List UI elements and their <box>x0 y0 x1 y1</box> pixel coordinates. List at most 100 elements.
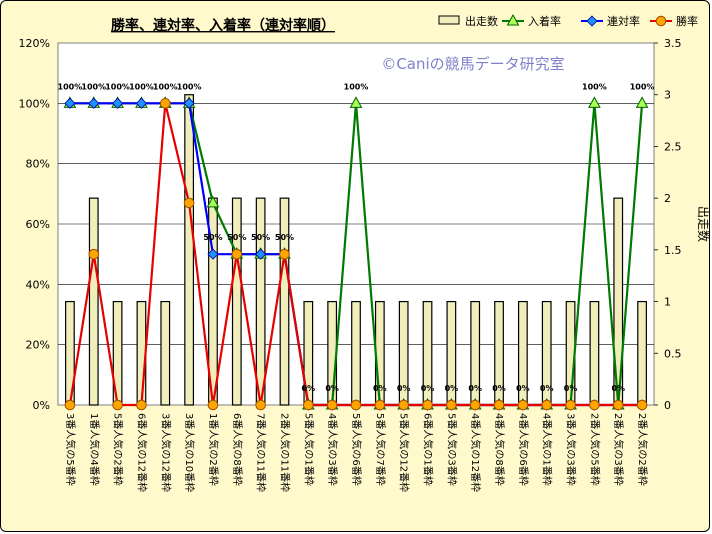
data-label: 0% <box>373 384 387 393</box>
x-tick-label: 5番人気の12番枠 <box>398 413 411 492</box>
marker-triangle <box>635 96 649 108</box>
marker-diamond <box>207 248 219 260</box>
chart-legend: 出走数 入着率 連対率 勝率 <box>438 13 698 28</box>
data-label: 0% <box>421 384 435 393</box>
y-right-tick-label: 1.5 <box>664 244 682 257</box>
marker-circle <box>231 248 243 260</box>
marker-circle <box>541 399 553 411</box>
marker-diamond <box>255 248 267 260</box>
marker-circle <box>183 197 195 209</box>
marker-circle <box>636 399 648 411</box>
marker-circle <box>446 399 457 411</box>
y-right-tick-label: 0.5 <box>664 347 682 360</box>
legend-swatch-bar <box>438 15 460 25</box>
x-tick-label: 1番人気の4番枠 <box>88 413 101 486</box>
marker-circle <box>64 399 76 411</box>
y-left-tick-label: 60% <box>26 218 50 231</box>
y-right-tick-label: 2 <box>664 192 671 205</box>
x-tick-label: 3番人気の5番枠 <box>64 413 77 486</box>
watermark-text: ©Caniの競馬データ研究室 <box>381 55 564 73</box>
marker-circle <box>207 399 219 411</box>
data-label: 100% <box>582 82 607 91</box>
x-tick-label: 3番人気の3番枠 <box>565 413 578 486</box>
marker-circle <box>469 399 481 411</box>
marker-circle <box>493 399 505 411</box>
marker-diamond <box>183 97 195 109</box>
legend-label: 入着率 <box>528 14 561 28</box>
y-right-tick-label: 3 <box>664 89 671 102</box>
marker-diamond <box>64 97 76 109</box>
x-tick-label: 5番人気の6番枠 <box>350 413 363 486</box>
data-label: 100% <box>129 82 154 91</box>
data-label: 0% <box>611 384 625 393</box>
x-tick-label: 4番人気の1番枠 <box>541 413 554 486</box>
bar <box>184 94 195 406</box>
y-right-axis-label: 出走数 <box>696 206 709 242</box>
legend-label: 勝率 <box>676 14 698 28</box>
data-label: 50% <box>275 233 294 242</box>
marker-diamond <box>88 97 100 109</box>
bar <box>160 300 171 406</box>
data-label: 100% <box>177 82 202 91</box>
marker-circle <box>374 399 386 411</box>
data-label: 100% <box>58 82 83 91</box>
marker-circle <box>112 399 123 411</box>
y-right-tick-label: 3.5 <box>664 37 682 50</box>
y-left-tick-label: 80% <box>26 158 50 171</box>
data-label: 50% <box>251 233 270 242</box>
x-tick-label: 4番人気の6番枠 <box>517 413 530 486</box>
marker-circle <box>159 98 171 109</box>
bar <box>279 197 290 406</box>
y-left-tick-label: 20% <box>26 339 50 352</box>
data-label: 100% <box>153 82 178 91</box>
marker-triangle <box>206 195 220 208</box>
y-left-tick-label: 0% <box>33 399 50 412</box>
x-tick-label: 5番人気の3番枠 <box>445 413 458 486</box>
data-label: 0% <box>302 384 316 393</box>
data-label: 0% <box>325 384 339 393</box>
data-label: 100% <box>81 82 106 91</box>
x-tick-label: 2番人気の11番枠 <box>278 413 291 492</box>
marker-circle <box>136 399 147 411</box>
y-right-tick-label: 1 <box>664 296 671 309</box>
y-right-tick-label: 0 <box>664 399 671 412</box>
x-tick-label: 1番人気の2番枠 <box>207 413 220 486</box>
marker-circle <box>279 248 290 260</box>
data-label: 0% <box>492 384 506 393</box>
y-left-tick-label: 100% <box>19 97 50 110</box>
marker-circle <box>565 399 576 411</box>
x-tick-label: 4番人気の3番枠 <box>326 413 339 486</box>
x-tick-label: 6番人気の12番枠 <box>135 413 148 492</box>
x-tick-label: 2番人気の2番枠 <box>636 413 649 486</box>
data-label: 0% <box>540 384 554 393</box>
x-tick-label: 6番人気の8番枠 <box>231 413 244 486</box>
marker-circle <box>255 399 266 411</box>
marker-triangle <box>506 13 520 26</box>
data-label: 50% <box>227 233 246 242</box>
legend-label: 出走数 <box>465 14 498 28</box>
marker-diamond <box>135 97 148 109</box>
x-tick-label: 3番人気の12番枠 <box>159 413 172 492</box>
marker-circle <box>422 399 433 411</box>
legend-label: 連対率 <box>607 14 640 28</box>
y-left-tick-label: 40% <box>26 278 50 291</box>
bar <box>231 197 242 406</box>
x-tick-label: 4番人気の8番枠 <box>493 413 506 486</box>
y-right-tick-label: 2.5 <box>664 140 682 153</box>
data-label: 0% <box>468 384 482 393</box>
bar <box>589 300 600 406</box>
marker-circle <box>350 399 362 411</box>
data-label: 0% <box>516 384 530 393</box>
plot-area: 0% 20% 40% 60% 80% 100% 120% 0 0.5 1 1.5 2 2.5 3 3.5 出走… <box>19 37 709 492</box>
marker-circle <box>517 399 529 411</box>
marker-circle <box>303 399 314 411</box>
x-tick-label: 2番人気の3番枠 <box>612 413 625 486</box>
marker-diamond <box>112 97 124 109</box>
y-left-tick-label: 120% <box>19 37 50 50</box>
marker-diamond <box>586 15 598 27</box>
data-label: 100% <box>344 82 369 91</box>
marker-circle <box>326 399 338 411</box>
x-tick-label: 7番人気の11番枠 <box>255 413 268 492</box>
